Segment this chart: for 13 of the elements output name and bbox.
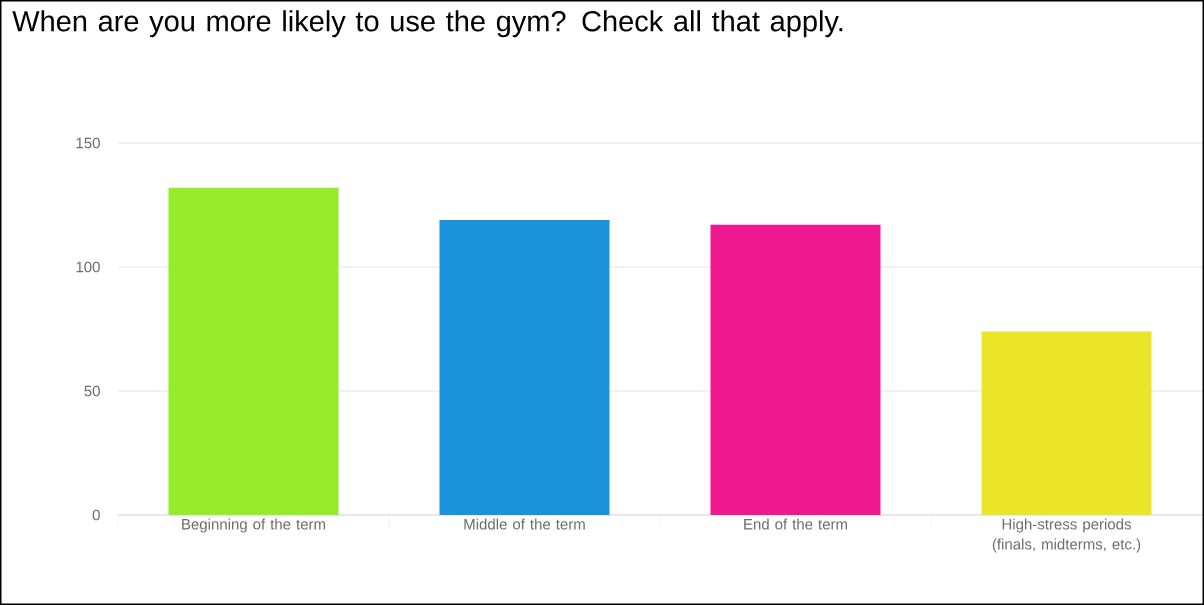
y-tick-label: 150	[76, 137, 100, 149]
x-tick-label: Beginning of the term	[182, 518, 326, 533]
y-tick-label: 0	[92, 509, 100, 521]
x-tick-label: Middle of the term	[464, 518, 585, 530]
bar	[168, 187, 339, 515]
bar	[439, 219, 610, 515]
bar	[710, 224, 881, 515]
y-tick-label: 50	[84, 385, 100, 397]
chart-title: When are you more likely to use the gym? Check all that apply.	[12, 10, 843, 38]
x-tick-label: End of the term	[744, 518, 848, 530]
y-tick-label: 100	[76, 261, 100, 273]
x-tick-label: High-stress periods (finals, midterms, etc.)	[992, 518, 1141, 553]
bar	[981, 331, 1152, 515]
